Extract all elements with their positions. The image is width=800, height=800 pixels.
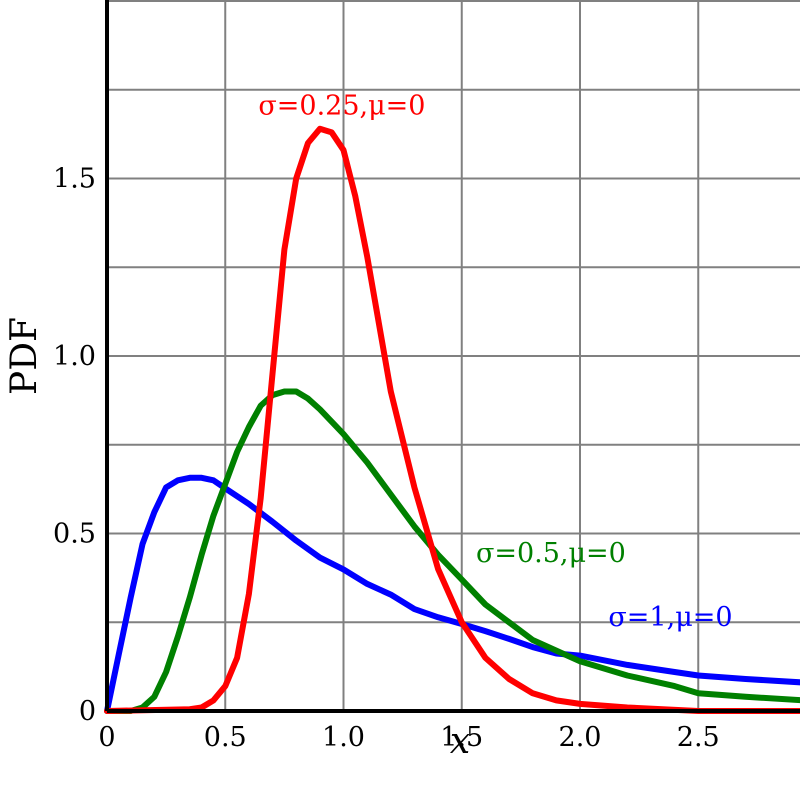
tick-labels: 0 0.5 1.0 1.5 2.0 2.5 0 0.5 1.0 1.5 bbox=[53, 164, 720, 754]
x-tick-label: 2.5 bbox=[677, 722, 720, 753]
x-axis-title: x bbox=[450, 721, 470, 762]
y-axis-title: PDF bbox=[4, 317, 45, 395]
series-line-1 bbox=[104, 474, 800, 714]
y-tick-label: 0.5 bbox=[53, 519, 96, 550]
y-tick-label: 1.5 bbox=[53, 164, 96, 195]
axes bbox=[105, 0, 800, 713]
x-tick-label: 1.5 bbox=[440, 722, 483, 753]
x-tick-label: 0 bbox=[98, 722, 115, 753]
series-line-2 bbox=[104, 388, 800, 714]
y-tick-label: 1.0 bbox=[53, 341, 96, 372]
series-annotations: σ=0.25,μ=0 σ=0.5,μ=0 σ=1,μ=0 bbox=[258, 91, 732, 633]
x-tick-label: 0.5 bbox=[204, 722, 247, 753]
series-annotation: σ=0.5,μ=0 bbox=[476, 538, 626, 569]
series-lines bbox=[104, 125, 800, 714]
series-annotation: σ=1,μ=0 bbox=[608, 602, 732, 633]
series-line-3 bbox=[104, 125, 800, 714]
x-tick-label: 1.0 bbox=[322, 722, 365, 753]
series-annotation: σ=0.25,μ=0 bbox=[258, 91, 425, 122]
y-tick-label: 0 bbox=[79, 696, 96, 727]
x-tick-label: 2.0 bbox=[559, 722, 602, 753]
